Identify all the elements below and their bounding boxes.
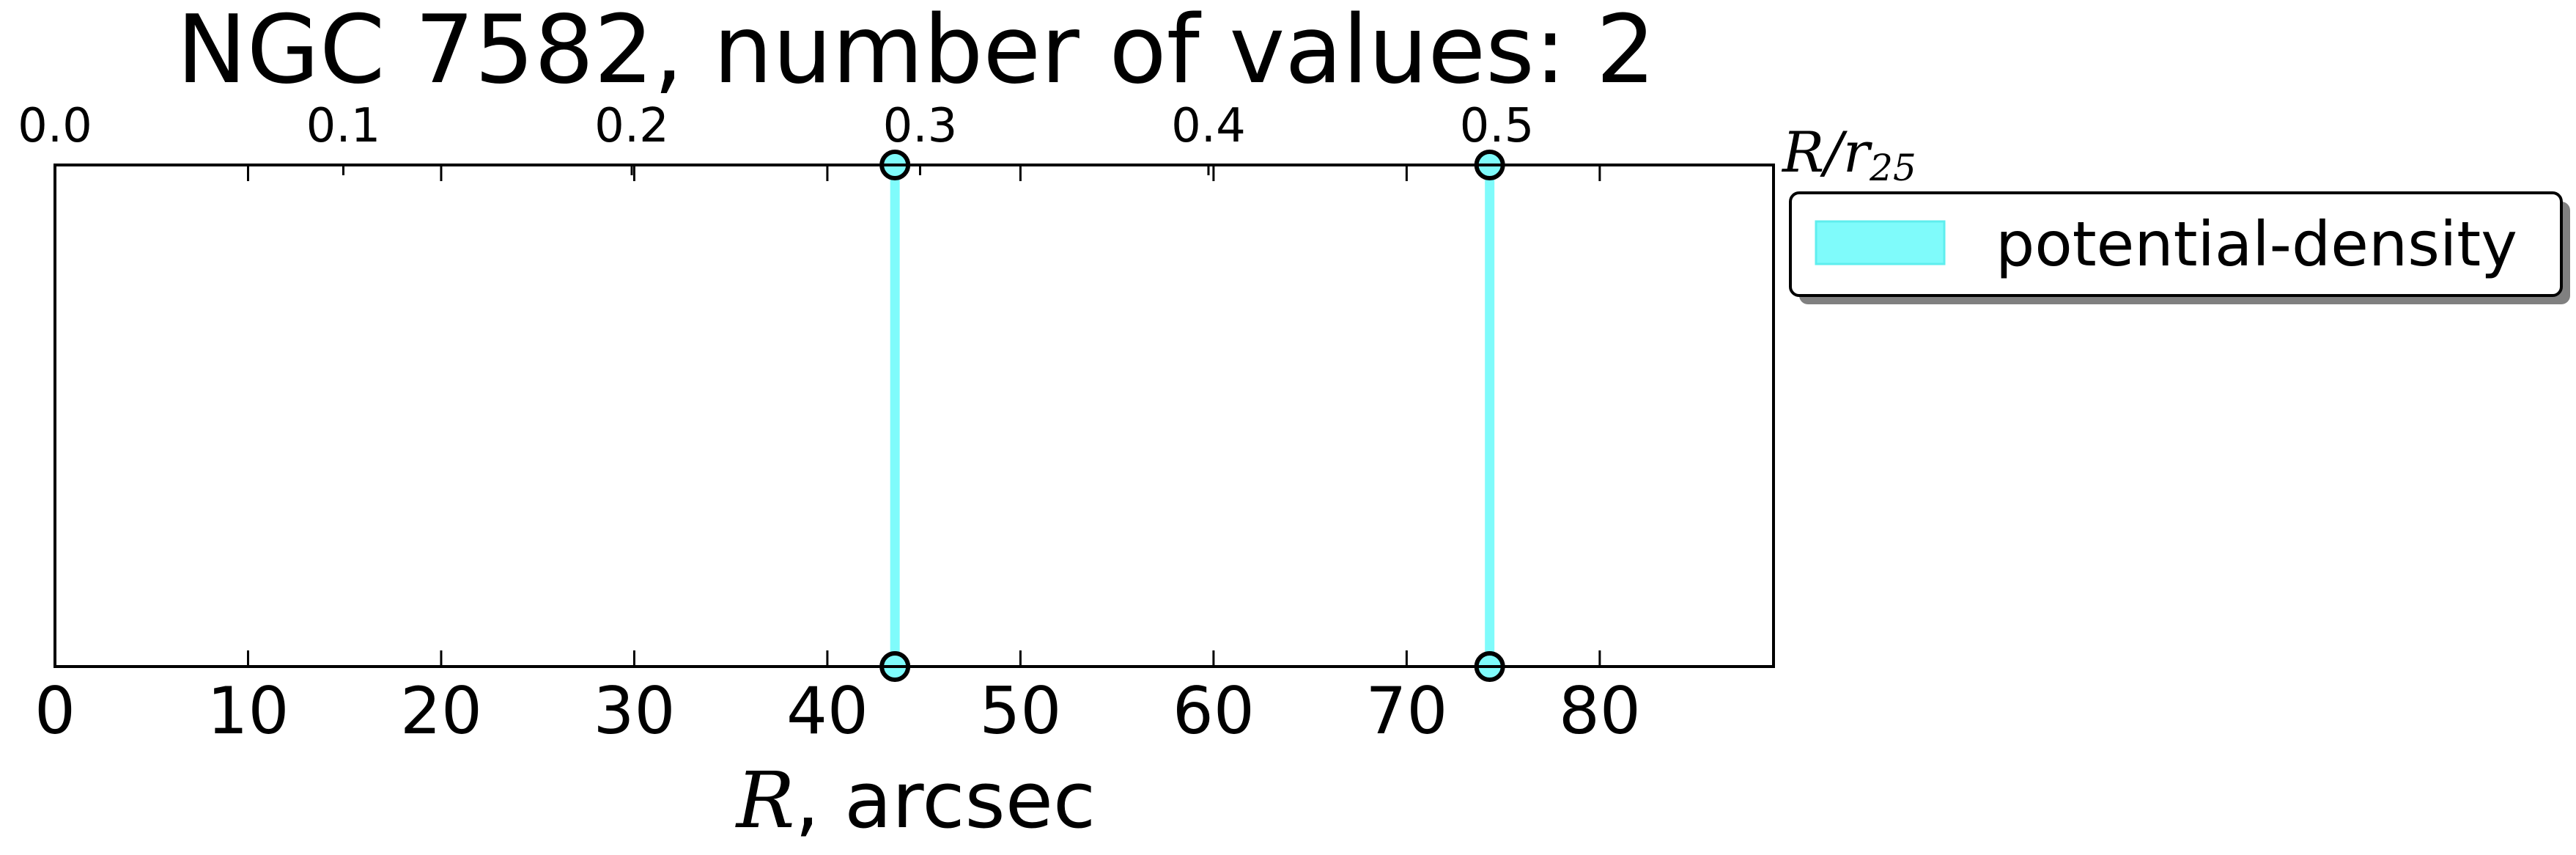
legend: potential-density <box>1789 191 2570 304</box>
secondary-x-axis-label-subscript: 25 <box>1869 147 1916 189</box>
x-axis-label-symbol: R <box>735 755 795 845</box>
secondary-x-axis-label-symbol: R/r <box>1781 120 1873 185</box>
x-tick-label: 80 <box>1559 673 1641 749</box>
secondary-x-tick-label: 0.2 <box>594 99 669 153</box>
x-tick-label: 60 <box>1173 673 1255 749</box>
x-tick-label: 30 <box>593 673 675 749</box>
x-axis-label-unit: , arcsec <box>795 755 1096 845</box>
secondary-x-axis-label: R/r25 <box>1781 120 1916 189</box>
secondary-x-tick-label: 0.1 <box>306 99 381 153</box>
plot-frame <box>53 164 1775 668</box>
x-tick-label: 50 <box>979 673 1061 749</box>
legend-box <box>1789 191 2563 297</box>
chart-title: NGC 7582, number of values: 2 <box>177 0 1656 105</box>
legend-swatch-potential-density <box>1815 220 1946 265</box>
x-tick-label: 10 <box>207 673 289 749</box>
series-layer <box>879 150 1505 682</box>
x-tick-label: 20 <box>400 673 482 749</box>
legend-label-potential-density: potential-density <box>1996 208 2517 280</box>
secondary-x-tick-label: 0.5 <box>1460 99 1535 153</box>
x-tick-label: 40 <box>786 673 868 749</box>
x-axis-label: R, arcsec <box>735 755 1096 845</box>
x-tick-label: 70 <box>1365 673 1447 749</box>
secondary-x-tick-label: 0.4 <box>1171 99 1246 153</box>
top-axis-ticks: 0.0 0.1 0.2 0.3 0.4 0.5 <box>18 99 1534 175</box>
x-tick-label: 0 <box>34 673 75 749</box>
bottom-axis-ticks: 0 10 20 30 40 50 60 70 80 <box>34 165 1641 749</box>
secondary-x-tick-label: 0.0 <box>18 99 92 153</box>
secondary-x-tick-label: 0.3 <box>883 99 958 153</box>
